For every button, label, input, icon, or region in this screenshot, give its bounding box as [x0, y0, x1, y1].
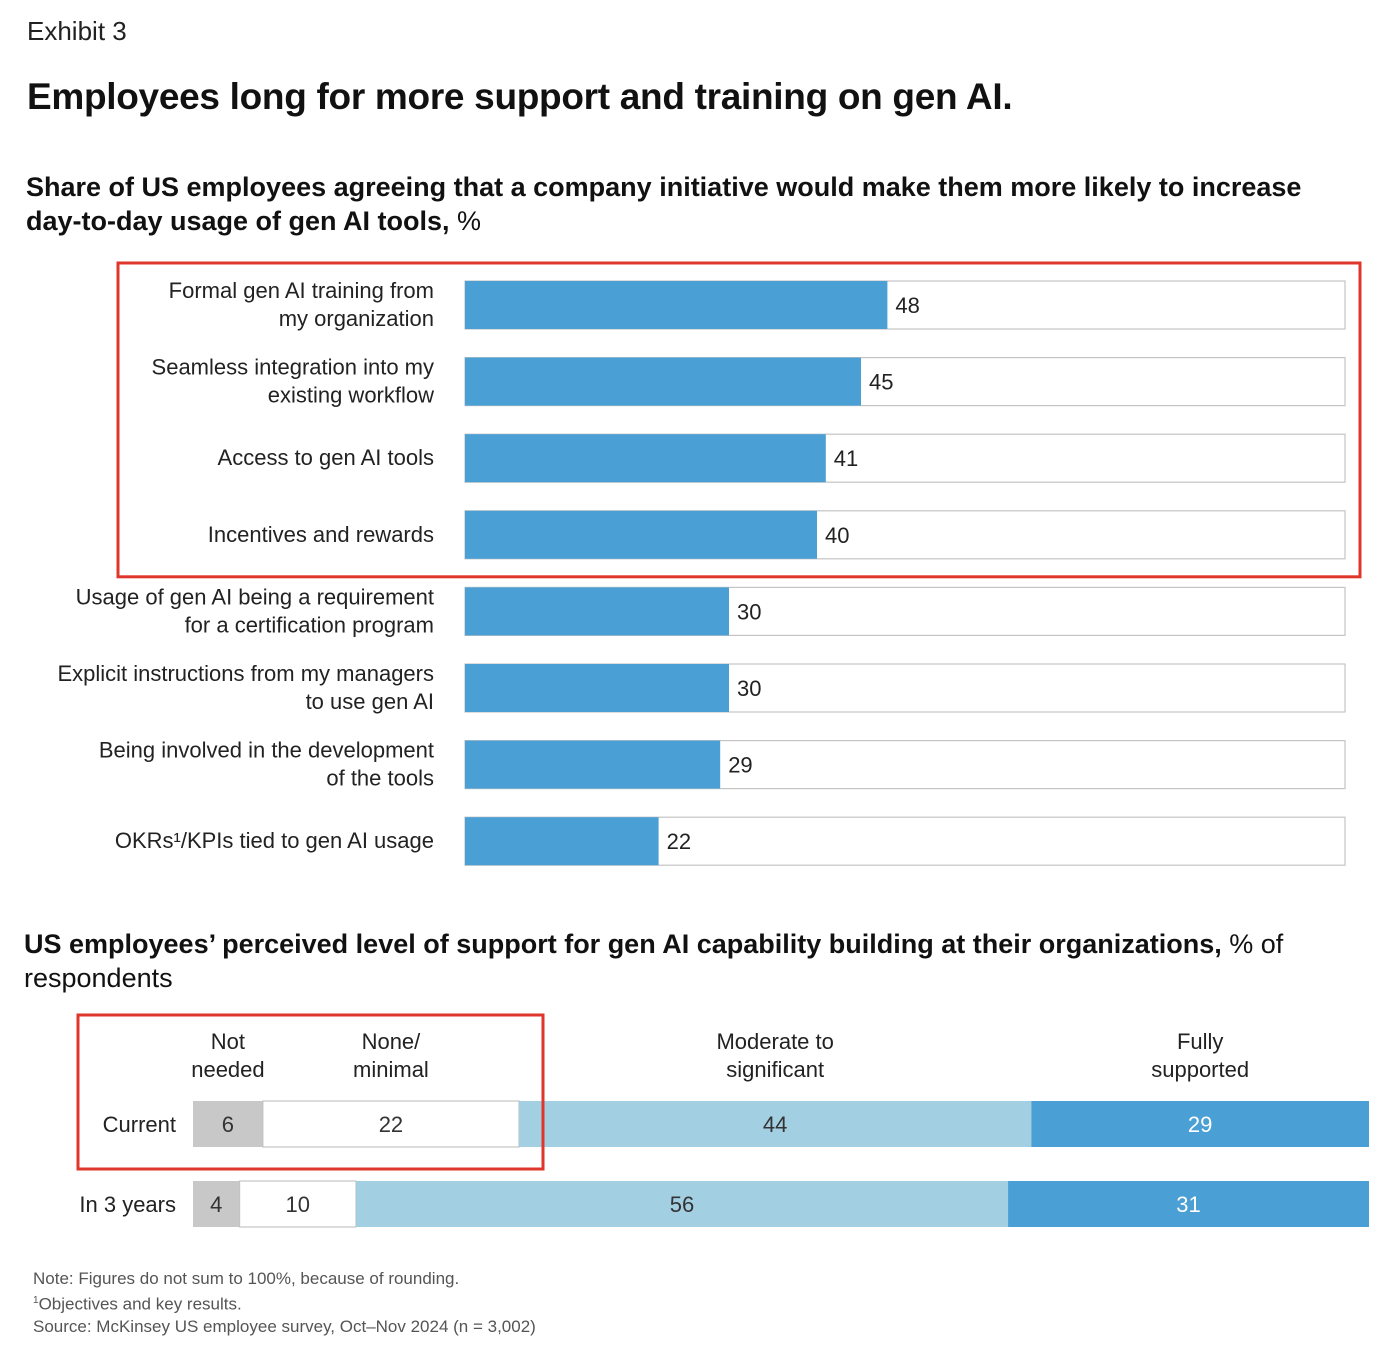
support-level-stacked-chart: Current 6 22 44 29 In 3 years 4 10 56 31 Not needed… — [76, 1013, 1369, 1228]
segment-header: Moderate to significant — [716, 1029, 833, 1082]
chart1-title-unit: % — [449, 206, 482, 236]
segment — [238, 1180, 357, 1228]
bar — [465, 740, 721, 789]
segment-value-label: 56 — [670, 1192, 694, 1217]
chart2-title: US employees’ perceived level of support… — [24, 927, 1354, 995]
segment-header: Fully supported — [1151, 1029, 1249, 1082]
highlight-box — [76, 1013, 545, 1171]
segment-value-label: 44 — [763, 1112, 787, 1137]
category-label: Being involved in the development of the … — [99, 738, 434, 791]
chart2-title-unit: % of respondents — [24, 929, 1284, 993]
bar — [465, 510, 817, 559]
row-label: In 3 years — [79, 1192, 176, 1217]
category-label: Usage of gen AI being a requirement for a… — [76, 584, 434, 637]
bar-value-label: 41 — [834, 446, 858, 471]
highlight-box — [116, 261, 1362, 579]
bar-value-label: 48 — [895, 293, 919, 318]
support-initiatives-bar-chart: 48 Formal gen AI training from my organiza… — [57, 261, 1362, 866]
segment — [356, 1181, 1009, 1227]
segment — [193, 1181, 240, 1227]
row-label: Current — [103, 1112, 176, 1137]
chart1-title-text: Share of US employees agreeing that a co… — [26, 172, 1302, 236]
bar-value-label: 30 — [737, 676, 761, 701]
chart1-title: Share of US employees agreeing that a co… — [26, 170, 1356, 238]
segment — [1031, 1101, 1369, 1147]
segment — [262, 1100, 520, 1148]
bar-value-label: 29 — [728, 753, 752, 778]
bar-value-label: 30 — [737, 599, 761, 624]
bar-value-label: 45 — [869, 370, 893, 395]
segment-value-label: 31 — [1176, 1192, 1200, 1217]
segment-value-label: 29 — [1188, 1112, 1212, 1137]
bar — [465, 281, 888, 329]
category-label: Incentives and rewards — [208, 522, 434, 547]
exhibit-label: Exhibit 3 — [27, 16, 127, 46]
bar — [465, 664, 729, 712]
segment-value-label: 6 — [222, 1112, 234, 1137]
category-label: Explicit instructions from my managers to… — [57, 661, 434, 714]
chart2-title-text: US employees’ perceived level of support… — [24, 929, 1222, 959]
category-label: OKRs¹/KPIs tied to gen AI usage — [115, 828, 434, 853]
segment — [519, 1101, 1032, 1147]
segment-value-label: 22 — [379, 1112, 403, 1137]
category-label: Formal gen AI training from my organizati… — [169, 278, 434, 331]
notes: Note: Figures do not sum to 100%, becaus… — [33, 1268, 536, 1338]
segment-value-label: 4 — [210, 1192, 222, 1217]
category-label: Seamless integration into my existing wor… — [152, 355, 435, 408]
footnote-mark: 1 — [33, 1295, 39, 1306]
bar — [465, 587, 729, 636]
note-text: Note: Figures do not sum to 100%, becaus… — [33, 1269, 460, 1288]
footnote-text: Objectives and key results. — [38, 1294, 242, 1314]
segment — [1008, 1181, 1369, 1227]
bar — [465, 434, 826, 483]
source-text: Source: McKinsey US employee survey, Oct… — [33, 1316, 536, 1336]
bar-value-label: 22 — [667, 829, 691, 854]
footnote: 1Objectives and key results. — [33, 1290, 536, 1316]
page-title: Employees long for more support and trai… — [27, 76, 1013, 117]
segment — [193, 1101, 263, 1147]
segment-header: Not needed — [191, 1029, 264, 1082]
segment-header: None/minimal — [353, 1029, 429, 1082]
bar — [465, 357, 861, 406]
bar-value-label: 40 — [825, 523, 849, 548]
category-label: Access to gen AI tools — [218, 445, 434, 470]
segment-value-label: 10 — [286, 1192, 310, 1217]
bar — [465, 817, 659, 866]
